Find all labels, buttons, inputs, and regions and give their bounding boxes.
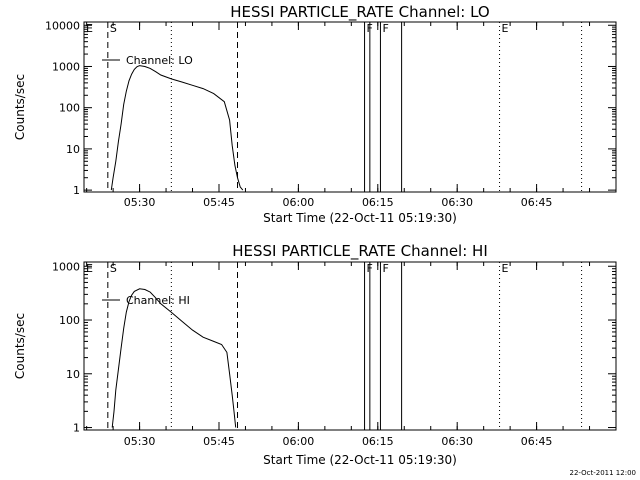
plot-frame xyxy=(83,261,617,431)
y-tick-label: 1000 xyxy=(52,260,80,273)
x-tick-label: 06:30 xyxy=(441,196,473,209)
x-tick-label: 05:45 xyxy=(203,435,235,448)
y-tick-label: 100 xyxy=(59,314,80,327)
event-marker-label: E xyxy=(86,262,93,275)
plot-frame xyxy=(83,21,617,193)
x-tick-label: 06:45 xyxy=(521,196,553,209)
event-marker-label: S xyxy=(110,262,117,275)
y-tick-label: 1 xyxy=(73,422,80,435)
chart-title: HESSI PARTICLE_RATE Channel: LO xyxy=(230,3,489,22)
x-axis-label: Start Time (22-Oct-11 05:19:30) xyxy=(263,211,457,225)
y-tick-label: 1000 xyxy=(52,60,80,73)
y-tick-label: 10000 xyxy=(45,19,80,32)
x-tick-label: 05:45 xyxy=(203,196,235,209)
y-tick-label: 10 xyxy=(66,368,80,381)
x-tick-label: 06:30 xyxy=(441,435,473,448)
legend-label: Channel: HI xyxy=(126,294,190,307)
series-line xyxy=(111,288,237,428)
y-tick-label: 10 xyxy=(66,143,80,156)
event-marker-label: E xyxy=(502,262,509,275)
x-tick-label: 06:15 xyxy=(362,435,394,448)
x-axis-label: Start Time (22-Oct-11 05:19:30) xyxy=(263,453,457,467)
y-axis-label: Counts/sec xyxy=(13,313,27,379)
y-tick-label: 1 xyxy=(73,184,80,197)
x-tick-label: 05:30 xyxy=(124,196,156,209)
x-tick-label: 06:45 xyxy=(521,435,553,448)
event-marker-label: F xyxy=(382,262,388,275)
footer-date: 22-Oct-2011 12:00 xyxy=(570,469,636,477)
x-tick-label: 06:00 xyxy=(283,196,315,209)
event-marker-label: E xyxy=(86,22,93,35)
y-tick-label: 100 xyxy=(59,102,80,115)
x-tick-label: 06:00 xyxy=(283,435,315,448)
event-marker-label: E xyxy=(502,22,509,35)
legend-label: Channel: LO xyxy=(126,54,193,67)
event-marker-label: S xyxy=(110,22,117,35)
series-line xyxy=(110,65,244,191)
chart-title: HESSI PARTICLE_RATE Channel: HI xyxy=(232,242,488,261)
y-axis-label: Counts/sec xyxy=(13,74,27,140)
x-tick-label: 05:30 xyxy=(124,435,156,448)
event-marker-label: F xyxy=(382,22,388,35)
x-tick-label: 06:15 xyxy=(362,196,394,209)
